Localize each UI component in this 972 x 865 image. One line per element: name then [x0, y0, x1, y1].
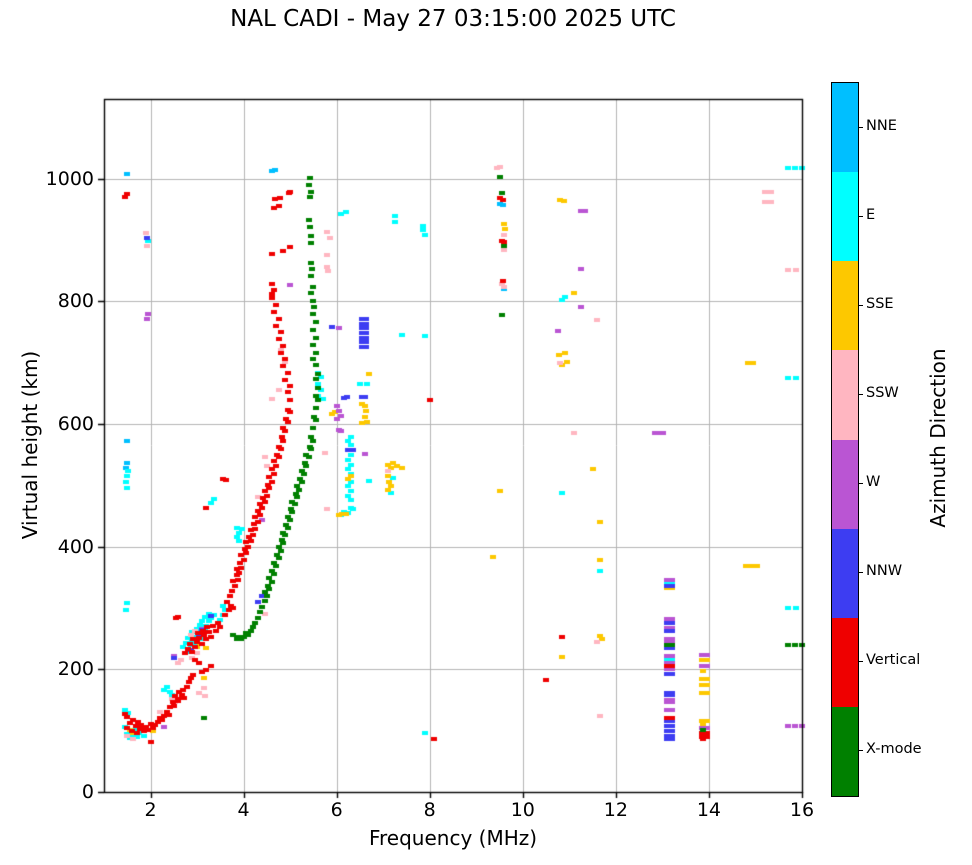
colorbar-label-ssw: SSW [866, 384, 899, 401]
y-tick-label-800: 800 [57, 290, 94, 313]
x-tick-label-2: 2 [144, 799, 157, 821]
x-tick-label-16: 16 [789, 799, 815, 821]
colorbar-segment-w [832, 439, 858, 529]
x-tick-label-12: 12 [603, 799, 628, 821]
x-tick-label-10: 10 [510, 799, 535, 821]
colorbar-segment-vertical [832, 617, 858, 707]
colorbar-tick [858, 216, 863, 217]
colorbar-label-e: E [866, 206, 876, 223]
x-tick-label-4: 4 [237, 799, 250, 821]
colorbar-label-sse: SSE [866, 295, 894, 312]
colorbar-tick [858, 661, 863, 662]
colorbar-tick [858, 394, 863, 395]
colorbar-label-nnw: NNW [866, 563, 903, 580]
x-tick-label-6: 6 [330, 799, 343, 821]
y-tick-label-200: 200 [57, 658, 94, 681]
colorbar-segment-nnw [832, 528, 858, 618]
colorbar-segment-nne [832, 83, 858, 173]
colorbar-tick [858, 305, 863, 306]
azimuth-colorbar [831, 82, 859, 797]
y-tick-label-0: 0 [81, 781, 94, 803]
colorbar-axis-label: Azimuth Direction [926, 348, 950, 528]
colorbar-tick [858, 572, 863, 573]
colorbar-tick [858, 127, 863, 128]
colorbar-segment-ssw [832, 350, 858, 440]
colorbar-label-x-mode: X-mode [866, 741, 922, 758]
colorbar-label-w: W [866, 474, 881, 491]
x-tick-label-14: 14 [696, 799, 722, 821]
y-tick-label-600: 600 [57, 413, 94, 436]
colorbar-tick [858, 483, 863, 484]
colorbar-label-nne: NNE [866, 117, 897, 134]
colorbar-segment-x-mode [832, 706, 858, 796]
colorbar-tick [858, 750, 863, 751]
x-axis-label: Frequency (MHz) [368, 826, 538, 850]
colorbar-segment-e [832, 172, 858, 262]
plot-title: NAL CADI - May 27 03:15:00 2025 UTC [230, 6, 676, 32]
y-axis-label: Virtual height (km) [18, 350, 42, 540]
y-tick-label-1000: 1000 [45, 167, 94, 190]
y-tick-label-400: 400 [57, 535, 94, 558]
colorbar-segment-sse [832, 261, 858, 351]
colorbar-label-vertical: Vertical [866, 652, 921, 669]
x-tick-label-8: 8 [423, 799, 436, 821]
